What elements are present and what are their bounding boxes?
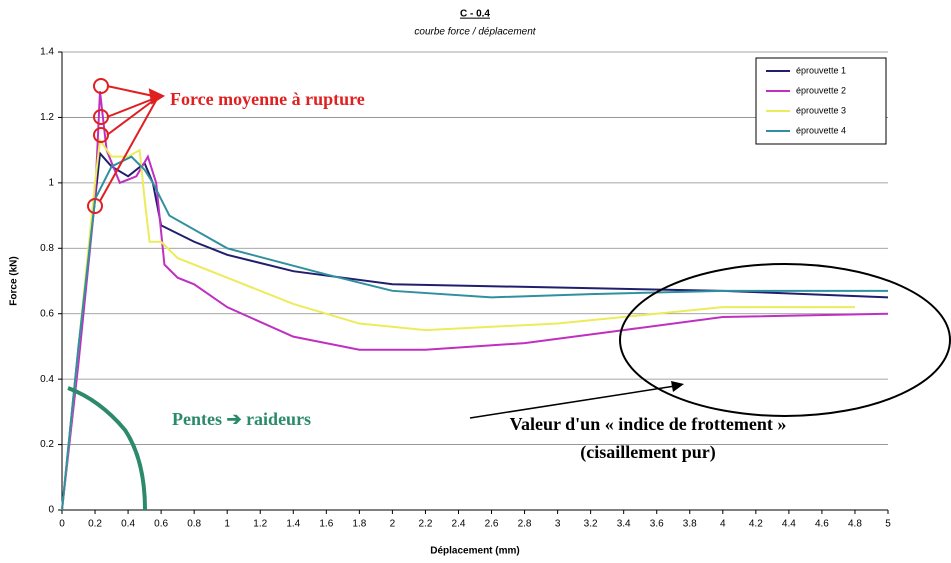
- legend-box: [755, 57, 887, 145]
- x-tick-label: 3: [555, 519, 561, 530]
- y-tick-label: 0.2: [40, 439, 54, 450]
- x-tick-label: 4.6: [815, 519, 829, 530]
- legend-label: éprouvette 3: [796, 105, 846, 115]
- annotation: Valeur d'un « indice de frottement »: [510, 414, 787, 434]
- series-line: [61, 151, 889, 511]
- x-tick-label: 5: [885, 519, 891, 530]
- x-tick-label: 4.4: [782, 519, 796, 530]
- marker-circle: [93, 109, 109, 125]
- annotation: (cisaillement pur): [580, 442, 715, 463]
- chart-subtitle: courbe force / déplacement: [414, 27, 536, 38]
- plot-area: 0 0.2 0.4 0.6 0.8 1 1.2 1.4 0 0.2 0.4 0.6 0.8 1 1.2 1.4…: [40, 47, 891, 530]
- y-tick-label: 0.8: [40, 243, 54, 254]
- x-tick-label: 4: [720, 519, 726, 530]
- marker-circle: [93, 78, 109, 94]
- x-tick-label: 0.6: [154, 519, 168, 530]
- x-tick-label: 4.2: [749, 519, 763, 530]
- x-tick-label: 0.4: [121, 519, 135, 530]
- marker-circle: [87, 198, 103, 214]
- legend-label: éprouvette 1: [796, 65, 846, 75]
- y-tick-label: 0.4: [40, 374, 54, 385]
- x-tick-label: 0.2: [88, 519, 102, 530]
- arrow-line: [469, 385, 676, 419]
- series-line: [61, 155, 888, 511]
- arrow-line: [106, 96, 159, 118]
- y-tick-label: 1.4: [40, 47, 54, 58]
- x-tick-label: 3.6: [650, 519, 664, 530]
- annotation-shapes: [67, 78, 951, 511]
- series-line: [61, 91, 889, 511]
- x-tick-label: 2.8: [518, 519, 532, 530]
- arrow-head: [148, 88, 166, 105]
- y-tick-label: 0: [48, 505, 54, 516]
- x-axis-label: Déplacement (mm): [430, 546, 519, 557]
- x-tick-label: 3.8: [683, 519, 697, 530]
- annotation: Pentes ➔ raideurs: [172, 409, 311, 429]
- y-tick-label: 1: [48, 177, 54, 188]
- x-tick-label: 2.2: [418, 519, 432, 530]
- x-tick-label: 0.8: [187, 519, 201, 530]
- series-line: [61, 137, 855, 511]
- annotation: Force moyenne à rupture: [170, 89, 365, 109]
- legend-label: éprouvette 2: [796, 85, 846, 95]
- arrow-head: [671, 381, 684, 392]
- x-tick-label: 1.2: [253, 519, 267, 530]
- x-tick-label: 1.4: [286, 519, 300, 530]
- arrow-line: [106, 85, 159, 98]
- x-tick-label: 1.8: [352, 519, 366, 530]
- x-tick-label: 4.8: [848, 519, 862, 530]
- chart-title: C - 0.4: [460, 9, 490, 20]
- x-tick-label: 3.2: [584, 519, 598, 530]
- x-tick-label: 2.4: [452, 519, 466, 530]
- x-tick-label: 3.4: [617, 519, 631, 530]
- x-tick-label: 2.6: [485, 519, 499, 530]
- y-tick-label: 0.6: [40, 308, 54, 319]
- y-tick-label: 1.2: [40, 112, 54, 123]
- rupture-markers: [87, 78, 166, 214]
- legend-label: éprouvette 4: [796, 125, 846, 135]
- arrow-line: [106, 96, 159, 136]
- arrow-line: [99, 96, 159, 202]
- slope-curve: [67, 386, 147, 511]
- x-tick-label: 1: [224, 519, 230, 530]
- y-axis-label: Force (kN): [9, 256, 20, 305]
- x-tick-label: 0: [59, 519, 65, 530]
- x-tick-label: 2: [390, 519, 396, 530]
- ellipse: [619, 263, 951, 417]
- x-tick-label: 1.6: [319, 519, 333, 530]
